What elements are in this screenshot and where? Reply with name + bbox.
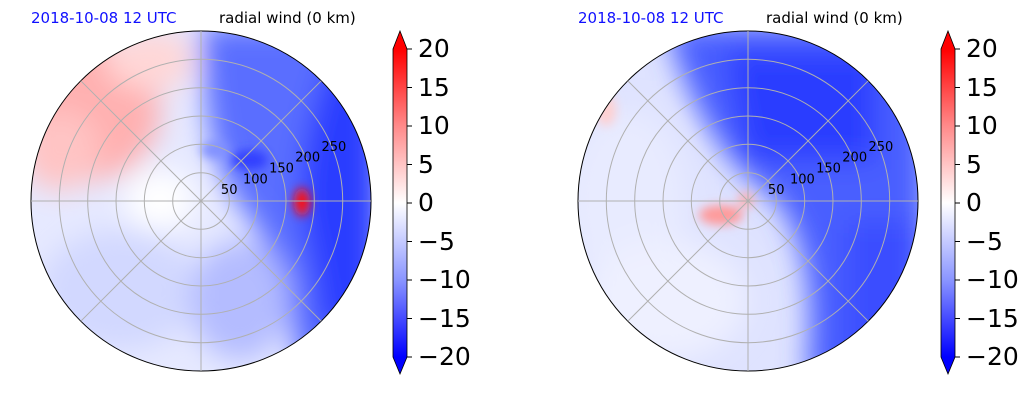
colorbar-tick-label: 10 — [966, 111, 998, 140]
grid-ring — [634, 87, 862, 315]
radial-tick-label: 100 — [243, 172, 268, 187]
radial-tick-label: 200 — [842, 151, 867, 166]
date-label: 2018-10-08 12 UTC — [578, 9, 724, 27]
colorbar-tick-label: 5 — [966, 149, 982, 179]
grid-ring — [172, 172, 230, 230]
colorbar-extend-top — [941, 31, 955, 49]
grid-ring — [605, 58, 891, 344]
radial-tick-label: 200 — [295, 151, 320, 166]
colorbar-tick-label: 0 — [418, 188, 434, 217]
colorbar-tick-label: −5 — [966, 226, 1003, 256]
colorbar-tick-label: −15 — [966, 303, 1019, 333]
colorbar-tick-label: −5 — [418, 226, 455, 256]
colorbar-tick-label: −15 — [418, 303, 471, 333]
radial-tick-label: 50 — [221, 183, 238, 198]
grid-ring — [662, 115, 834, 287]
grid-ring — [143, 143, 259, 259]
grid-ring — [719, 172, 777, 230]
colorbar-tick-label: −20 — [418, 342, 471, 371]
colorbar-tick-label: 20 — [418, 34, 450, 63]
colorbar — [941, 49, 955, 357]
colorbar-tick-label: 15 — [966, 72, 998, 102]
colorbar-tick-label: 15 — [418, 72, 450, 102]
colorbar-extend-bottom — [941, 357, 955, 374]
grid-ring — [690, 143, 806, 259]
grid-ring — [115, 115, 287, 287]
radial-tick-label: 100 — [790, 172, 815, 187]
radial-tick-label: 50 — [768, 183, 785, 198]
date-label: 2018-10-08 12 UTC — [31, 9, 177, 27]
chart-panel-right: 2018-10-08 12 UTC radial wind (0 km) — [546, 0, 1026, 401]
grid-ring — [87, 87, 315, 315]
radial-tick-label: 250 — [321, 140, 346, 155]
radial-tick-label: 150 — [816, 162, 841, 177]
radial-tick-label: 250 — [868, 140, 893, 155]
colorbar — [393, 49, 407, 357]
colorbar-tick-label: −10 — [418, 265, 471, 294]
colorbar-extend-top — [393, 31, 407, 49]
variable-label: radial wind (0 km) — [766, 9, 903, 27]
colorbar-extend-bottom — [393, 357, 407, 374]
colorbar-tick-label: −20 — [966, 342, 1019, 371]
colorbar-tick-label: −10 — [966, 265, 1019, 294]
colorbar-tick-label: 10 — [418, 111, 450, 140]
grid-ring — [58, 58, 344, 344]
chart-panel-left: 2018-10-08 12 UTC radial wind (0 km) — [0, 0, 480, 401]
radial-tick-label: 150 — [269, 162, 294, 177]
colorbar-tick-label: 5 — [418, 149, 434, 179]
colorbar-tick-label: 20 — [966, 34, 998, 63]
colorbar-tick-label: 0 — [966, 188, 982, 217]
variable-label: radial wind (0 km) — [219, 9, 356, 27]
